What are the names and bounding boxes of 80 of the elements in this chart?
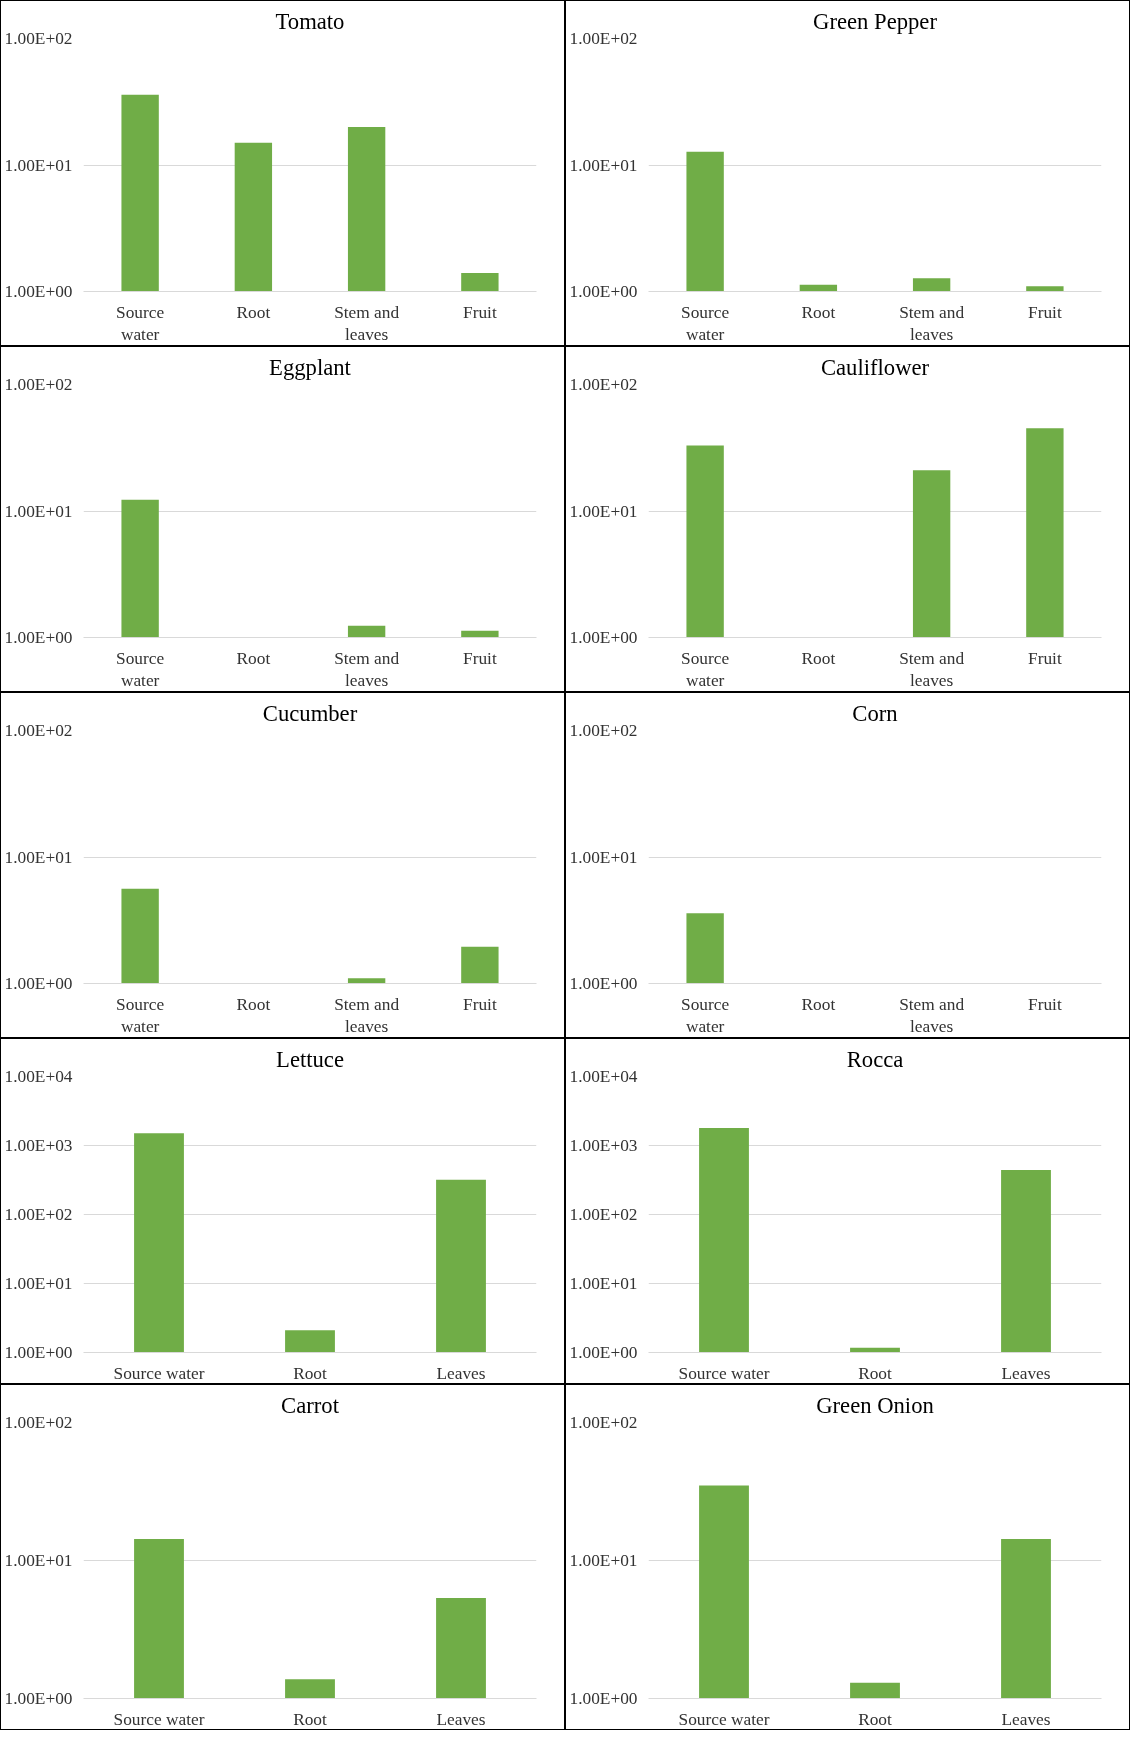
x-tick-label: Root bbox=[801, 302, 836, 322]
x-tick-label: Stem and leaves bbox=[899, 648, 965, 691]
x-tick-label: Leaves bbox=[1001, 1709, 1051, 1729]
x-tick-label: Source water bbox=[116, 302, 165, 345]
y-tick-label: 1.00E+01 bbox=[569, 501, 638, 521]
chart-title: Green Pepper bbox=[813, 8, 938, 34]
y-tick-label: 1.00E+00 bbox=[4, 628, 73, 647]
chart-title: Cauliflower bbox=[820, 354, 930, 380]
chart-title: Tomato bbox=[275, 8, 345, 34]
x-tick-label: Stem and leaves bbox=[899, 302, 965, 345]
x-tick-label: Root bbox=[236, 994, 271, 1014]
x-tick-label: Leaves bbox=[436, 1363, 486, 1383]
x-tick-label: Stem and leaves bbox=[334, 648, 400, 691]
x-tick-label: Root bbox=[236, 302, 271, 322]
y-tick-label: 1.00E+02 bbox=[569, 29, 638, 48]
x-tick-label: Fruit bbox=[1028, 302, 1062, 322]
y-tick-label: 1.00E+01 bbox=[569, 155, 638, 175]
y-tick-label: 1.00E+02 bbox=[4, 721, 73, 740]
x-tick-label: Source water bbox=[678, 1363, 770, 1383]
y-tick-label: 1.00E+02 bbox=[4, 1205, 73, 1224]
y-tick-label: 1.00E+02 bbox=[569, 1413, 638, 1432]
y-tick-label: 1.00E+01 bbox=[4, 1551, 73, 1570]
y-tick-label: 1.00E+00 bbox=[4, 1343, 73, 1362]
chart-title: Corn bbox=[852, 700, 898, 726]
x-tick-label: Fruit bbox=[1028, 648, 1062, 668]
x-tick-label: Source water bbox=[113, 1363, 205, 1383]
y-tick-label: 1.00E+02 bbox=[4, 1413, 73, 1432]
y-tick-label: 1.00E+01 bbox=[569, 1274, 638, 1293]
y-tick-label: 1.00E+00 bbox=[569, 1689, 638, 1708]
x-tick-label: Source water bbox=[681, 994, 730, 1037]
y-tick-label: 1.00E+02 bbox=[569, 1205, 638, 1224]
y-tick-label: 1.00E+04 bbox=[569, 1067, 638, 1086]
x-tick-label: Leaves bbox=[1001, 1363, 1051, 1383]
x-tick-label: Root bbox=[236, 648, 271, 668]
chart-title: Green Onion bbox=[816, 1392, 934, 1418]
y-tick-label: 1.00E+00 bbox=[4, 282, 73, 301]
y-tick-label: 1.00E+03 bbox=[4, 1136, 73, 1155]
x-tick-label: Stem and leaves bbox=[899, 994, 965, 1037]
y-tick-label: 1.00E+00 bbox=[4, 974, 73, 993]
x-tick-label: Root bbox=[858, 1363, 893, 1383]
y-tick-label: 1.00E+04 bbox=[4, 1067, 73, 1086]
x-tick-label: Leaves bbox=[436, 1709, 486, 1729]
x-tick-label: Fruit bbox=[463, 994, 497, 1014]
chart-title: Cucumber bbox=[262, 700, 358, 726]
x-tick-label: Source water bbox=[116, 994, 165, 1037]
x-tick-label: Root bbox=[293, 1709, 328, 1729]
y-tick-label: 1.00E+01 bbox=[4, 501, 73, 521]
y-tick-label: 1.00E+02 bbox=[4, 29, 73, 48]
x-tick-label: Stem and leaves bbox=[334, 302, 400, 345]
y-tick-label: 1.00E+00 bbox=[569, 282, 638, 301]
y-tick-label: 1.00E+03 bbox=[569, 1136, 638, 1155]
y-tick-label: 1.00E+00 bbox=[569, 1343, 638, 1362]
x-tick-label: Source water bbox=[113, 1709, 205, 1729]
y-tick-label: 1.00E+00 bbox=[569, 628, 638, 647]
x-tick-label: Root bbox=[801, 648, 836, 668]
y-tick-label: 1.00E+01 bbox=[569, 1551, 638, 1570]
x-tick-label: Source water bbox=[681, 648, 730, 691]
y-tick-label: 1.00E+02 bbox=[569, 721, 638, 740]
y-tick-label: 1.00E+01 bbox=[4, 155, 73, 175]
x-tick-label: Root bbox=[858, 1709, 893, 1729]
x-tick-label: Root bbox=[801, 994, 836, 1014]
x-tick-label: Fruit bbox=[463, 648, 497, 668]
y-tick-label: 1.00E+00 bbox=[4, 1689, 73, 1708]
x-tick-label: Source water bbox=[116, 648, 165, 691]
chart-title: Rocca bbox=[846, 1046, 904, 1072]
x-tick-label: Fruit bbox=[463, 302, 497, 322]
chart-title: Eggplant bbox=[269, 354, 352, 380]
x-tick-label: Fruit bbox=[1028, 994, 1062, 1014]
x-tick-label: Source water bbox=[681, 302, 730, 345]
y-tick-label: 1.00E+02 bbox=[4, 375, 73, 394]
y-tick-label: 1.00E+01 bbox=[4, 847, 73, 867]
chart-title: Carrot bbox=[281, 1392, 340, 1418]
x-tick-label: Root bbox=[293, 1363, 328, 1383]
y-tick-label: 1.00E+01 bbox=[4, 1274, 73, 1293]
y-tick-label: 1.00E+00 bbox=[569, 974, 638, 993]
x-tick-label: Stem and leaves bbox=[334, 994, 400, 1037]
y-tick-label: 1.00E+01 bbox=[569, 847, 638, 867]
x-tick-label: Source water bbox=[678, 1709, 770, 1729]
chart-title: Lettuce bbox=[276, 1046, 344, 1072]
y-tick-label: 1.00E+02 bbox=[569, 375, 638, 394]
